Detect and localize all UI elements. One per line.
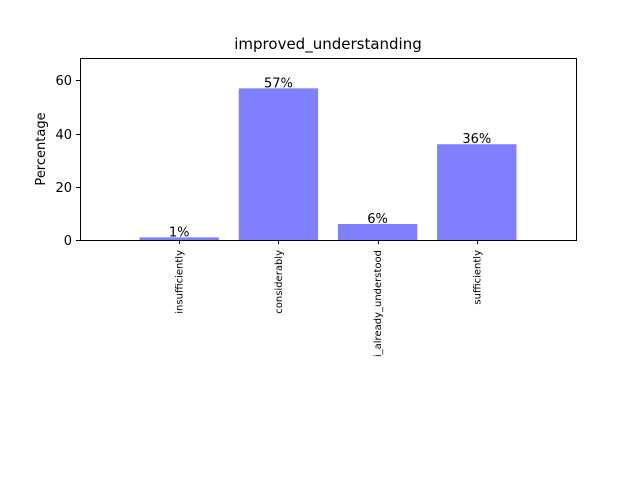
x-tick-label-insufficiently: insufficiently: [175, 250, 186, 314]
data-label-considerably: 57%: [264, 76, 293, 91]
x-axis: insufficiently considerably i_already_unde…: [175, 240, 483, 357]
y-tick-label: 60: [55, 74, 72, 89]
bar-i_already_understood: [337, 224, 418, 240]
x-tick-label-i_already_understood: i_already_understood: [373, 250, 384, 357]
data-label-insufficiently: 1%: [169, 225, 190, 240]
x-tick-label-considerably: considerably: [274, 250, 285, 314]
data-labels-group: 1% 57% 6% 36%: [169, 76, 491, 240]
y-tick-label: 0: [64, 234, 72, 249]
bar-insufficiently: [139, 237, 219, 240]
y-tick-label: 40: [55, 128, 72, 143]
bar-sufficiently: [437, 144, 517, 240]
chart-title: improved_understanding: [234, 35, 422, 54]
bar-considerably: [238, 88, 319, 240]
plot-frame: [80, 58, 577, 241]
y-axis-label: Percentage: [34, 112, 49, 185]
data-label-sufficiently: 36%: [462, 132, 491, 147]
bars-group: [139, 88, 517, 240]
y-tick-label: 20: [55, 181, 72, 196]
data-label-i_already_understood: 6%: [367, 212, 388, 227]
x-tick-label-sufficiently: sufficiently: [472, 250, 483, 305]
y-axis: 0 20 40 60: [55, 74, 80, 249]
